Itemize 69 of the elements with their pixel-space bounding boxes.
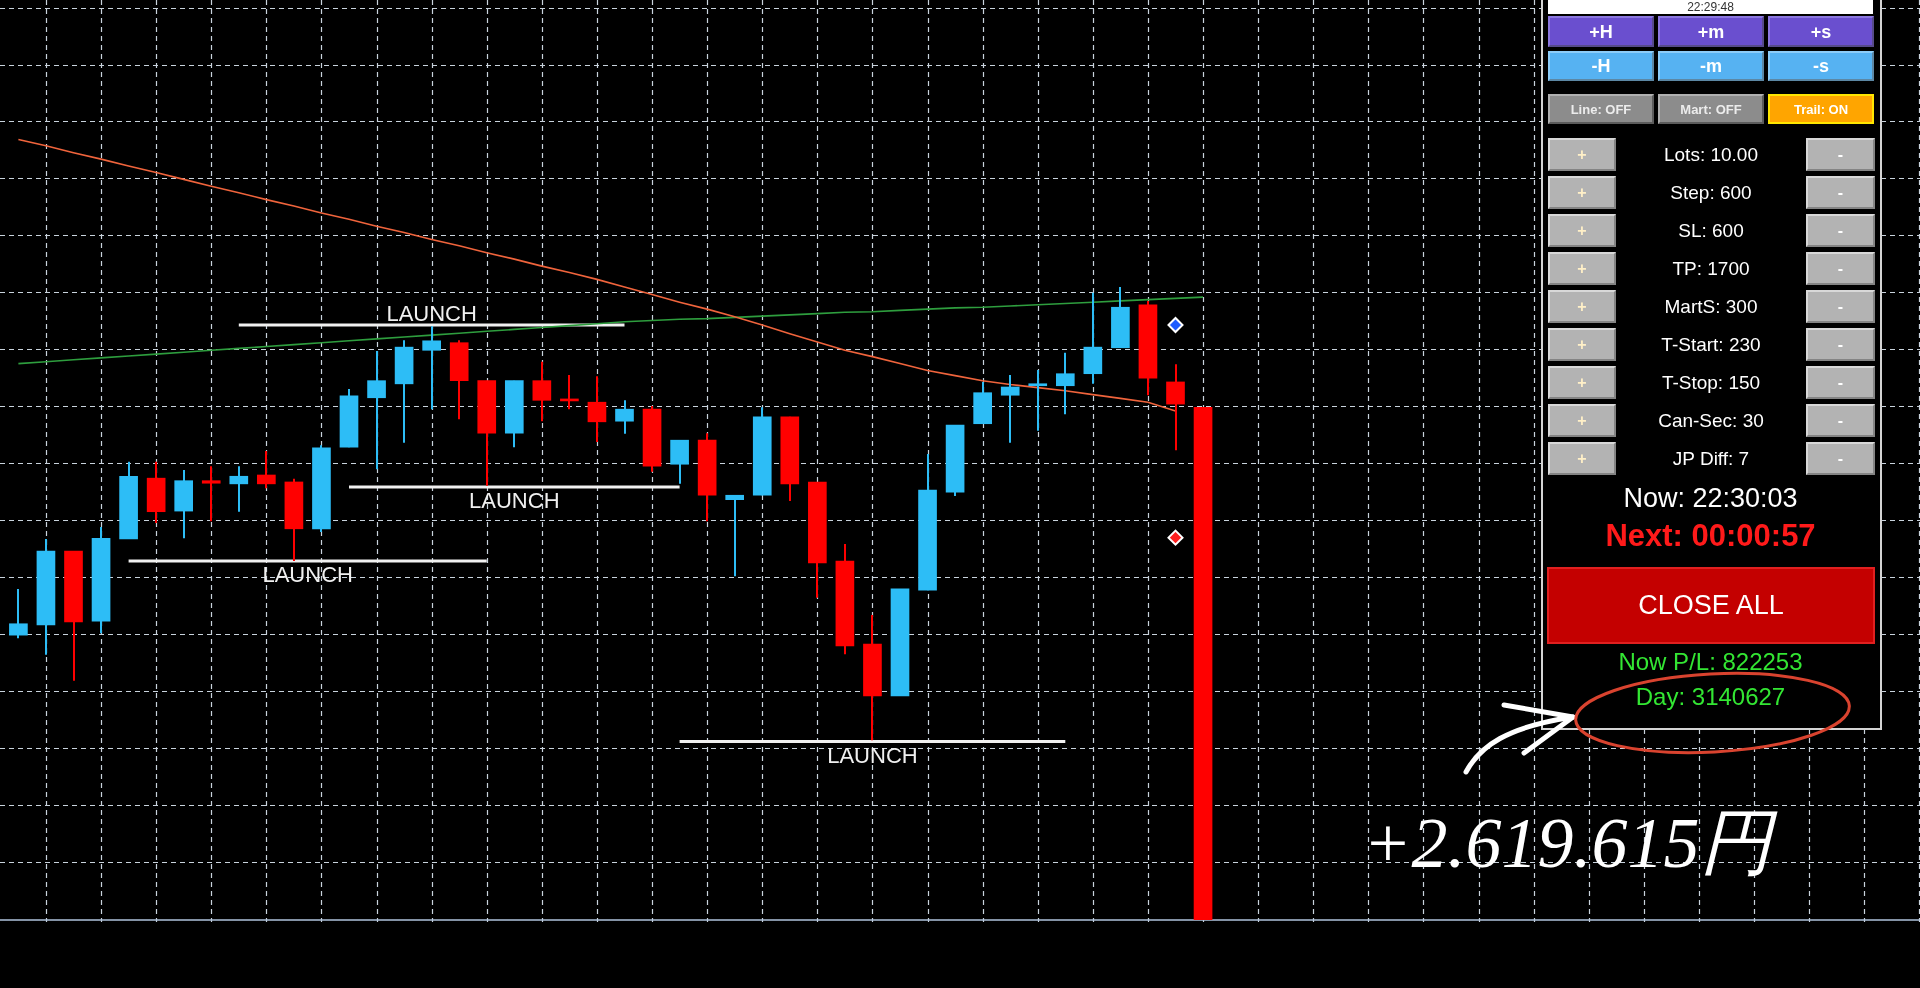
- candlestick: [1000, 373, 1020, 444]
- text: Now: 22:30:03: [1623, 482, 1798, 513]
- candlestick: [918, 453, 937, 592]
- button: +: [1548, 366, 1616, 399]
- button: -: [1806, 366, 1875, 399]
- button: -: [1806, 404, 1875, 437]
- button: +H: [1548, 16, 1654, 47]
- button: +: [1548, 252, 1616, 285]
- button: +: [1548, 176, 1616, 209]
- candlestick: [752, 406, 772, 497]
- candlestick: [64, 549, 83, 682]
- button: +s: [1768, 16, 1874, 47]
- candlestick: [504, 379, 524, 449]
- candlestick: [615, 399, 634, 435]
- series-label: LAUNCH: [386, 300, 477, 326]
- button: -: [1806, 176, 1875, 209]
- button: +m: [1658, 16, 1764, 47]
- series-label: LAUNCH: [469, 488, 560, 514]
- text: T-Stop: 150: [1661, 372, 1761, 393]
- text: Next: 00:00:57: [1605, 518, 1816, 553]
- text: 22:29:48: [1687, 0, 1734, 14]
- candlestick: [1028, 368, 1048, 432]
- text: Lots: 10.00: [1663, 144, 1759, 165]
- candlestick: [119, 460, 138, 540]
- candlestick: [312, 444, 331, 533]
- button: +: [1548, 442, 1616, 475]
- candlestick: [9, 587, 28, 640]
- candlestick: [973, 380, 992, 425]
- button: +: [1548, 290, 1616, 323]
- candlestick: [670, 439, 689, 485]
- button: -: [1806, 252, 1875, 285]
- candlestick: [367, 349, 386, 471]
- text: MartS: 300: [1664, 296, 1758, 317]
- button: -m: [1658, 51, 1764, 81]
- text: SL: 600: [1678, 220, 1744, 241]
- button: +: [1548, 214, 1616, 247]
- text: Day: 3140627: [1635, 683, 1786, 710]
- button: -s: [1768, 51, 1874, 81]
- text: TP: 1700: [1672, 258, 1750, 279]
- candlestick: [422, 325, 441, 411]
- candlestick: [449, 339, 469, 421]
- series-label: LAUNCH: [827, 742, 918, 768]
- button: -: [1806, 138, 1875, 171]
- candlestick: [201, 465, 221, 523]
- button: +: [1548, 328, 1616, 361]
- button: +: [1548, 404, 1616, 437]
- series-label: LAUNCH: [262, 562, 353, 588]
- candlestick: [863, 613, 882, 742]
- button: Line: OFF: [1548, 94, 1654, 124]
- button: Trail: ON: [1768, 94, 1874, 124]
- text: JP Diff: 7: [1672, 448, 1750, 469]
- button: -: [1806, 290, 1875, 323]
- candlestick: [1055, 351, 1075, 416]
- button: +: [1548, 138, 1616, 171]
- candlestick: [780, 415, 800, 502]
- candlestick: [477, 379, 497, 487]
- text: Now P/L: 822253: [1618, 648, 1803, 675]
- button: -H: [1548, 51, 1654, 81]
- button: CLOSE ALL: [1547, 567, 1875, 644]
- candlestick: [174, 468, 194, 540]
- button: Mart: OFF: [1658, 94, 1764, 124]
- candlestick: [808, 480, 827, 599]
- button: -: [1806, 214, 1875, 247]
- button: -: [1806, 328, 1875, 361]
- candlestick: [1111, 285, 1130, 349]
- text: Can-Sec: 30: [1658, 410, 1764, 431]
- text: T-Start: 230: [1661, 334, 1761, 355]
- text: Step: 600: [1670, 182, 1752, 203]
- button: -: [1806, 442, 1875, 475]
